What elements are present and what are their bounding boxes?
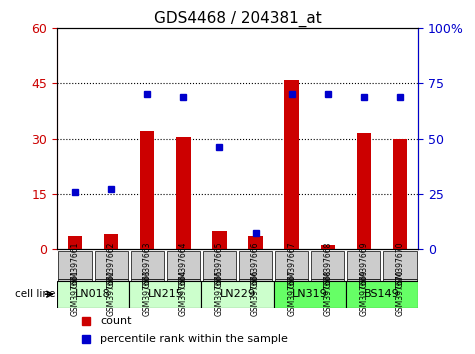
FancyBboxPatch shape — [58, 251, 92, 279]
Text: percentile rank within the sample: percentile rank within the sample — [100, 334, 288, 344]
Text: GSM397666: GSM397666 — [251, 270, 260, 316]
FancyBboxPatch shape — [346, 280, 418, 308]
FancyBboxPatch shape — [129, 280, 201, 308]
Bar — [393, 139, 407, 249]
Text: GSM397664: GSM397664 — [179, 270, 188, 316]
Text: LN229: LN229 — [219, 289, 256, 299]
FancyBboxPatch shape — [347, 251, 380, 279]
FancyBboxPatch shape — [275, 251, 308, 279]
Bar — [212, 230, 227, 249]
Bar — [140, 131, 154, 249]
FancyBboxPatch shape — [201, 280, 274, 308]
Text: GSM397662: GSM397662 — [107, 270, 115, 316]
FancyBboxPatch shape — [239, 251, 272, 279]
Bar — [176, 137, 190, 249]
Text: GSM397662: GSM397662 — [107, 241, 115, 287]
Text: GSM397667: GSM397667 — [287, 270, 296, 316]
FancyBboxPatch shape — [167, 251, 200, 279]
Text: LN215: LN215 — [147, 289, 183, 299]
Text: LN319: LN319 — [292, 289, 328, 299]
FancyBboxPatch shape — [383, 251, 417, 279]
Text: cell line: cell line — [15, 289, 55, 299]
Text: GSM397661: GSM397661 — [71, 241, 79, 287]
Text: GSM397665: GSM397665 — [215, 241, 224, 287]
Text: GSM397661: GSM397661 — [71, 270, 79, 316]
Bar — [321, 245, 335, 249]
FancyBboxPatch shape — [274, 280, 346, 308]
Text: BS149: BS149 — [364, 289, 400, 299]
Text: GSM397670: GSM397670 — [396, 241, 404, 287]
Text: GSM397670: GSM397670 — [396, 270, 404, 316]
Bar — [68, 236, 82, 249]
Bar — [248, 236, 263, 249]
Text: GSM397667: GSM397667 — [287, 241, 296, 287]
Text: GSM397663: GSM397663 — [143, 270, 152, 316]
FancyBboxPatch shape — [347, 279, 380, 307]
FancyBboxPatch shape — [167, 279, 200, 307]
Text: GSM397669: GSM397669 — [360, 270, 368, 316]
Text: GSM397665: GSM397665 — [215, 270, 224, 316]
FancyBboxPatch shape — [203, 279, 236, 307]
FancyBboxPatch shape — [239, 279, 272, 307]
FancyBboxPatch shape — [131, 279, 164, 307]
Text: count: count — [100, 316, 132, 326]
Text: GSM397666: GSM397666 — [251, 241, 260, 287]
Text: LN018: LN018 — [75, 289, 111, 299]
FancyBboxPatch shape — [95, 251, 128, 279]
Bar — [104, 234, 118, 249]
Text: GSM397669: GSM397669 — [360, 241, 368, 287]
FancyBboxPatch shape — [57, 280, 129, 308]
Text: GSM397663: GSM397663 — [143, 241, 152, 287]
Text: GSM397668: GSM397668 — [323, 241, 332, 287]
Bar — [285, 80, 299, 249]
Bar — [357, 133, 371, 249]
FancyBboxPatch shape — [383, 279, 417, 307]
Title: GDS4468 / 204381_at: GDS4468 / 204381_at — [153, 11, 322, 27]
FancyBboxPatch shape — [203, 251, 236, 279]
FancyBboxPatch shape — [311, 251, 344, 279]
FancyBboxPatch shape — [58, 279, 92, 307]
FancyBboxPatch shape — [275, 279, 308, 307]
FancyBboxPatch shape — [311, 279, 344, 307]
FancyBboxPatch shape — [131, 251, 164, 279]
Text: GSM397668: GSM397668 — [323, 270, 332, 316]
Text: GSM397664: GSM397664 — [179, 241, 188, 287]
FancyBboxPatch shape — [95, 279, 128, 307]
